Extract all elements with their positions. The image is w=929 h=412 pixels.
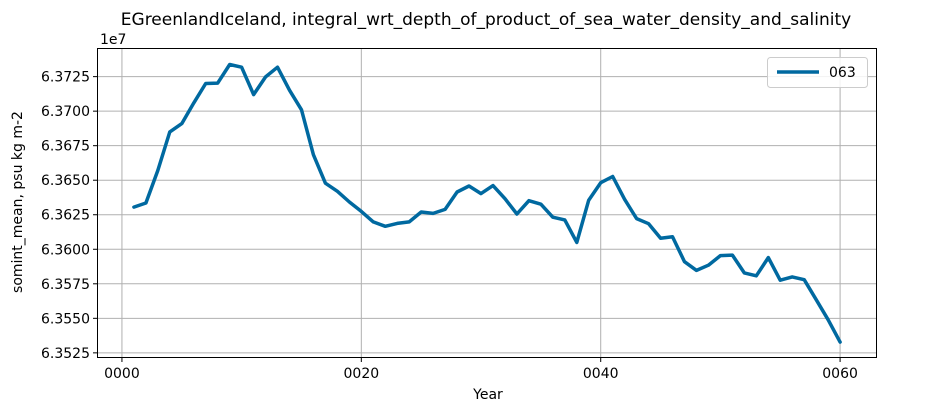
grid	[98, 49, 876, 357]
x-axis-label: Year	[472, 387, 503, 403]
x-tick-label: 0060	[822, 366, 858, 382]
y-offset-label: 1e7	[100, 32, 126, 48]
y-tick-label: 6.3575	[41, 277, 90, 293]
series-group	[132, 62, 842, 344]
y-axis-ticks: 6.3525 6.3550 6.3575 6.3600 6.3625 6.3650 6.36…	[41, 70, 98, 362]
legend-label: 063	[829, 65, 856, 81]
legend: 063	[767, 57, 868, 88]
y-tick-label: 6.3675	[41, 139, 90, 155]
y-tick-label: 6.3525	[41, 346, 90, 362]
y-axis-label: somint_mean, psu kg m-2	[10, 111, 26, 293]
y-tick-label: 6.3550	[41, 311, 90, 327]
y-tick-label: 6.3725	[41, 70, 90, 86]
x-tick-label: 0000	[104, 366, 140, 382]
chart-title: EGreenlandIceland, integral_wrt_depth_of…	[121, 10, 851, 30]
plot-frame	[97, 48, 877, 358]
y-tick-label: 6.3625	[41, 208, 90, 224]
series-line-063	[132, 62, 842, 344]
x-axis-ticks: 0000 0020 0040 0060	[104, 357, 858, 382]
x-tick-label: 0020	[344, 366, 380, 382]
y-tick-label: 6.3650	[41, 173, 90, 189]
y-tick-label: 6.3600	[41, 242, 90, 258]
y-tick-label: 6.3700	[41, 104, 90, 120]
x-tick-label: 0040	[583, 366, 619, 382]
